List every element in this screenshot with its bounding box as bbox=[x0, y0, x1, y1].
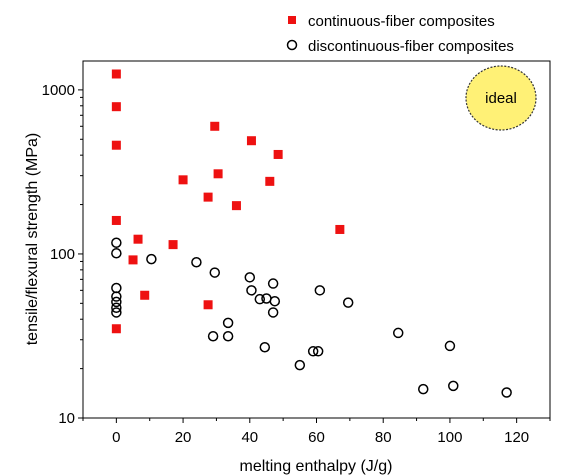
x-tick-label: 100 bbox=[437, 429, 462, 446]
data-point-discontinuous bbox=[417, 383, 429, 395]
data-point-discontinuous bbox=[267, 278, 279, 289]
data-point-discontinuous bbox=[267, 307, 279, 318]
data-point-discontinuous bbox=[448, 380, 459, 392]
y-tick-label: 10 bbox=[58, 410, 75, 427]
data-point-continuous bbox=[210, 121, 220, 131]
data-point-discontinuous bbox=[259, 341, 271, 353]
y-axis-title: tensile/flexural strength (MPa) bbox=[24, 133, 41, 346]
data-point-discontinuous bbox=[246, 285, 257, 296]
x-axis-title: melting enthalpy (J/g) bbox=[240, 458, 393, 475]
ideal-annotation: ideal bbox=[465, 65, 537, 131]
data-point-continuous bbox=[213, 169, 223, 179]
data-point-continuous bbox=[140, 290, 150, 300]
data-point-discontinuous bbox=[111, 291, 122, 302]
data-point-discontinuous bbox=[342, 297, 354, 308]
x-tick-label: 120 bbox=[504, 429, 529, 446]
x-tick-label: 0 bbox=[112, 429, 120, 446]
data-point-continuous bbox=[133, 234, 143, 244]
legend-label-continuous: continuous-fiber composites bbox=[308, 13, 495, 30]
data-point-discontinuous bbox=[207, 330, 219, 342]
x-axis-ticks: 0 20 40 60 80 100 120 bbox=[82, 418, 551, 446]
data-point-continuous bbox=[111, 324, 121, 334]
data-point-continuous bbox=[335, 224, 345, 234]
data-point-discontinuous bbox=[254, 293, 266, 305]
data-point-discontinuous bbox=[222, 330, 234, 342]
data-point-discontinuous bbox=[209, 267, 221, 278]
data-point-discontinuous bbox=[222, 317, 234, 329]
data-point-discontinuous bbox=[307, 346, 319, 357]
x-tick-label: 20 bbox=[175, 429, 192, 446]
data-point-continuous bbox=[168, 240, 178, 250]
data-point-discontinuous bbox=[111, 237, 122, 249]
ideal-label: ideal bbox=[485, 90, 517, 107]
data-point-continuous bbox=[246, 136, 256, 146]
data-point-discontinuous bbox=[244, 272, 256, 283]
data-point-continuous bbox=[203, 192, 213, 202]
data-point-continuous bbox=[265, 176, 275, 186]
data-point-discontinuous bbox=[111, 296, 122, 308]
y-tick-label: 100 bbox=[50, 246, 75, 263]
data-point-continuous bbox=[273, 149, 283, 159]
data-point-discontinuous bbox=[111, 307, 122, 318]
data-point-continuous bbox=[178, 175, 188, 185]
data-point-discontinuous bbox=[191, 256, 202, 268]
data-points bbox=[111, 69, 512, 398]
data-point-discontinuous bbox=[111, 302, 122, 313]
data-point-discontinuous bbox=[269, 295, 281, 307]
data-point-discontinuous bbox=[444, 340, 456, 352]
legend-marker-continuous bbox=[288, 16, 296, 24]
x-tick-label: 60 bbox=[308, 429, 325, 446]
data-point-discontinuous bbox=[314, 285, 326, 296]
legend-label-discontinuous: discontinuous-fiber composites bbox=[308, 38, 514, 55]
data-point-discontinuous bbox=[392, 327, 404, 339]
y-tick-label: 1000 bbox=[42, 82, 75, 99]
data-point-continuous bbox=[231, 201, 241, 211]
data-point-continuous bbox=[111, 215, 121, 225]
data-point-discontinuous bbox=[501, 387, 512, 398]
data-point-continuous bbox=[111, 140, 121, 150]
ideal-ellipse bbox=[465, 65, 537, 131]
data-point-discontinuous bbox=[111, 282, 122, 294]
x-tick-label: 40 bbox=[241, 429, 258, 446]
x-tick-label: 80 bbox=[375, 429, 392, 446]
data-point-discontinuous bbox=[312, 346, 324, 357]
data-point-discontinuous bbox=[111, 247, 122, 259]
legend-marker-discontinuous bbox=[286, 39, 298, 51]
data-point-discontinuous bbox=[294, 359, 306, 371]
data-point-continuous bbox=[128, 255, 138, 265]
data-point-continuous bbox=[111, 102, 121, 112]
data-point-continuous bbox=[203, 300, 213, 310]
legend: continuous-fiber composites discontinuou… bbox=[286, 13, 514, 55]
y-axis-ticks: 10 100 1000 bbox=[42, 82, 83, 427]
data-point-continuous bbox=[111, 69, 121, 79]
data-point-discontinuous bbox=[146, 253, 157, 265]
